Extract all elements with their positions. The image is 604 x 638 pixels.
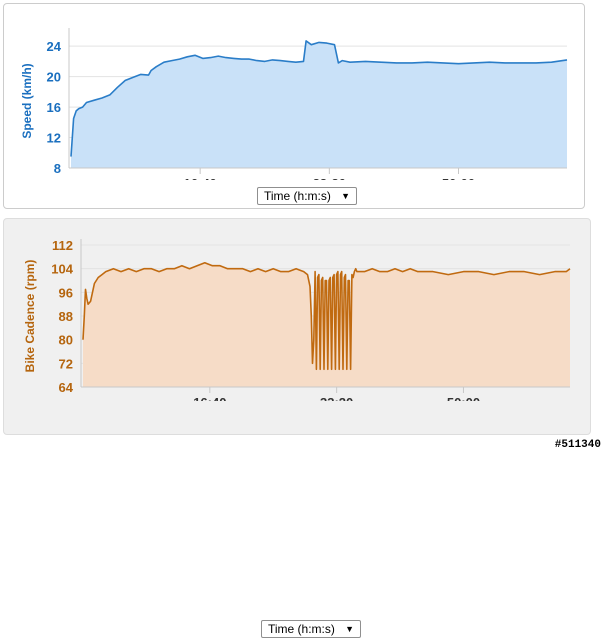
y-tick-label: 64 — [59, 380, 74, 395]
y-tick-label: 80 — [59, 333, 73, 348]
x-tick-label: 50:00 — [442, 176, 475, 180]
image-id-watermark: #511340 — [554, 439, 601, 451]
x-tick-label: 33:20 — [313, 176, 346, 180]
series-line — [70, 40, 568, 157]
y-axis-title: Speed (km/h) — [20, 63, 34, 138]
cadence-chart-panel: 64 72 80 88 96 104 112 16:40 33:20 50:00 Bike Cade… — [3, 218, 591, 638]
series-area — [71, 40, 567, 168]
cadence-chart: 64 72 80 88 96 104 112 16:40 33:20 50:00 Bike Cade… — [23, 238, 571, 401]
x-tick-label: 33:20 — [320, 395, 353, 401]
y-tick-label: 96 — [59, 285, 73, 300]
speed-time-unit-select-value: Time (h:m:s) — [264, 189, 331, 203]
y-tick-label: 112 — [52, 238, 73, 253]
speed-time-unit-select[interactable]: Time (h:m:s) ▼ — [257, 187, 357, 205]
series-line — [82, 262, 571, 371]
y-tick-label: 8 — [54, 161, 61, 176]
cadence-time-unit-select-value: Time (h:m:s) — [268, 622, 335, 636]
y-tick-label: 88 — [59, 309, 73, 324]
y-axis-title: Bike Cadence (rpm) — [23, 260, 37, 373]
y-tick-label: 104 — [51, 262, 73, 277]
y-tick-label: 16 — [47, 100, 61, 115]
x-tick-label: 16:40 — [184, 176, 217, 180]
x-tick-label: 16:40 — [193, 395, 226, 401]
cadence-time-unit-select[interactable]: Time (h:m:s) ▼ — [261, 620, 361, 638]
y-tick-label: 12 — [47, 131, 61, 146]
chevron-down-icon: ▼ — [341, 191, 350, 201]
chevron-down-icon: ▼ — [345, 624, 354, 634]
y-tick-label: 20 — [47, 70, 61, 85]
y-tick-label: 24 — [47, 39, 62, 54]
speed-chart: 8 12 16 20 24 16:40 33:20 50:00 Speed (km/h) — [20, 28, 568, 180]
speed-chart-panel: 8 12 16 20 24 16:40 33:20 50:00 Speed (km/h) Tim… — [3, 3, 585, 209]
x-tick-label: 50:00 — [447, 395, 480, 401]
y-tick-label: 72 — [59, 356, 73, 371]
